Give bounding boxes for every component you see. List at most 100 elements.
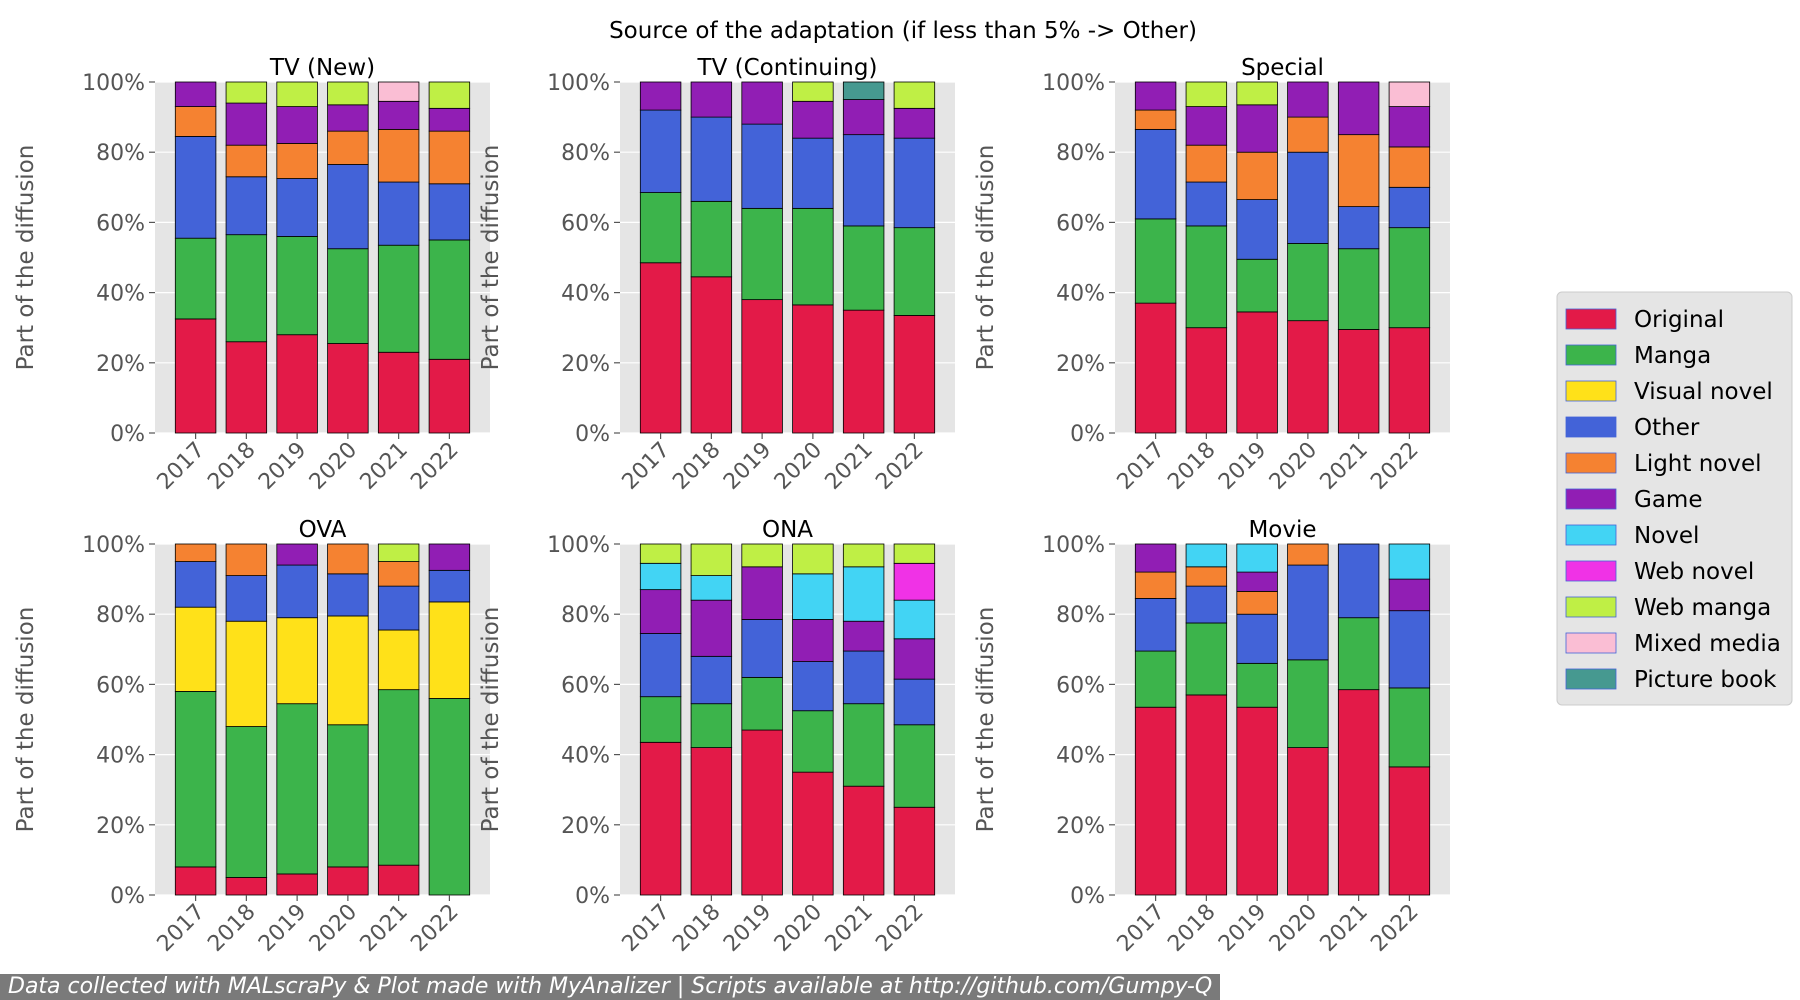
bar-segment-other (1134, 598, 1177, 652)
bar-segment-manga (327, 724, 369, 868)
bar-segment-visual-novel (225, 620, 268, 727)
bar-segment-other (276, 564, 318, 619)
x-tick-label: 2022 (406, 438, 463, 495)
bar-segment-other (741, 619, 783, 678)
legend-item-original: Original (1565, 307, 1724, 333)
bar-segment-web-novel (893, 562, 936, 601)
x-tick-label: 2022 (1366, 438, 1423, 495)
y-tick-label: 60% (561, 673, 610, 698)
legend-item-mixed-media: Mixed media (1565, 631, 1781, 657)
x-tick-label: 2017 (1113, 900, 1170, 957)
bar-segment-game (1185, 106, 1228, 146)
bar-segment-other (428, 183, 471, 241)
legend-swatch (1565, 416, 1617, 438)
bar-segment-game (690, 599, 733, 657)
y-tick-label: 20% (561, 352, 610, 377)
bar-segment-other (1337, 206, 1380, 250)
bar-segment-manga (377, 244, 420, 353)
legend-swatch (1565, 488, 1617, 510)
bar-segment-other (842, 134, 885, 227)
bar-segment-web-manga (893, 81, 936, 109)
bar-segment-other (428, 569, 471, 603)
bar-segment-manga (377, 689, 420, 866)
legend-swatch (1565, 632, 1617, 654)
bar-segment-web-manga (1236, 81, 1278, 106)
y-tick-label: 80% (561, 603, 610, 628)
bar-segment-original (741, 729, 783, 896)
bar-segment-visual-novel (327, 615, 369, 726)
bar-segment-manga (174, 237, 217, 320)
bar-segment-other (741, 123, 783, 209)
legend-label: Web novel (1634, 559, 1754, 585)
x-tick-label: 2018 (668, 438, 725, 495)
panel-title: Movie (1248, 517, 1316, 543)
y-tick-label: 40% (96, 744, 145, 769)
bar-segment-web-manga (792, 81, 834, 102)
legend-label: Other (1634, 415, 1700, 441)
bar-segment-light-novel (276, 143, 318, 179)
bar-segment-novel (1388, 543, 1431, 580)
bar-segment-original (428, 358, 471, 434)
legend-swatch (1565, 668, 1617, 690)
panel-special: 0% 20% 40% 60% 80% 100% Special Part of the dif… (973, 55, 1450, 495)
bar-segment-light-novel (174, 106, 217, 137)
bar-segment-game (842, 620, 885, 652)
bar-segment-original (893, 806, 936, 896)
bar-segment-original (639, 262, 682, 434)
y-tick-label: 20% (1056, 352, 1105, 377)
y-tick-label: 100% (1042, 71, 1105, 96)
bar-segment-manga (842, 703, 885, 787)
x-tick-label: 2018 (203, 900, 260, 957)
x-tick-label: 2018 (1163, 438, 1220, 495)
y-axis-label: Part of the diffusion (973, 607, 999, 833)
x-tick-label: 2019 (254, 900, 311, 957)
bar-segment-game (1134, 543, 1177, 573)
y-tick-label: 100% (82, 71, 145, 96)
bar-segment-manga (690, 703, 733, 748)
x-tick-label: 2020 (305, 438, 362, 495)
bar-segment-other (225, 575, 268, 622)
y-tick-label: 40% (96, 282, 145, 307)
bar-segment-web-manga (327, 81, 369, 106)
y-tick-label: 20% (561, 814, 610, 839)
panel-tv-new: 0% 20% 40% 60% 80% 100% TV (New) Part of the di… (13, 55, 490, 495)
y-axis-label: Part of the diffusion (478, 145, 504, 371)
bar-segment-original (842, 785, 885, 896)
y-tick-label: 0% (1070, 422, 1105, 447)
bar-segment-original (1185, 327, 1228, 434)
bar-segment-manga (276, 703, 318, 875)
bar-segment-manga (741, 207, 783, 301)
bar-segment-novel (792, 573, 834, 620)
bar-segment-other (174, 561, 217, 608)
bar-segment-original (1388, 327, 1431, 434)
legend-label: Web manga (1634, 595, 1771, 621)
bar-segment-manga (428, 698, 471, 896)
bar-segment-game (741, 81, 783, 125)
bar-segment-light-novel (327, 543, 369, 575)
x-tick-label: 2017 (1113, 438, 1170, 495)
y-tick-label: 0% (110, 884, 145, 909)
bar-segment-light-novel (377, 561, 420, 587)
bar-segment-other (327, 164, 369, 250)
bar-segment-other (690, 655, 733, 705)
bar-segment-game (174, 81, 217, 107)
bar-segment-picture-book (842, 81, 885, 100)
y-tick-label: 0% (1070, 884, 1105, 909)
legend-swatch (1565, 380, 1617, 402)
legend-item-picture-book: Picture book (1565, 667, 1777, 693)
bar-segment-other (1236, 199, 1278, 260)
y-tick-label: 80% (96, 141, 145, 166)
x-tick-label: 2020 (1265, 438, 1322, 495)
legend-label: Picture book (1634, 667, 1777, 693)
bar-segment-novel (842, 566, 885, 622)
bar-segment-manga (225, 726, 268, 878)
bar-segment-original (792, 304, 834, 434)
chart-panels: 0% 20% 40% 60% 80% 100% TV (New) Part of the di… (13, 55, 1450, 957)
y-tick-label: 80% (1056, 141, 1105, 166)
legend-label: Game (1634, 487, 1702, 513)
bar-segment-original (893, 315, 936, 434)
x-tick-label: 2021 (821, 438, 878, 495)
bar-segment-manga (1134, 218, 1177, 304)
bar-segment-light-novel (1287, 116, 1329, 153)
bar-segment-visual-novel (174, 606, 217, 692)
